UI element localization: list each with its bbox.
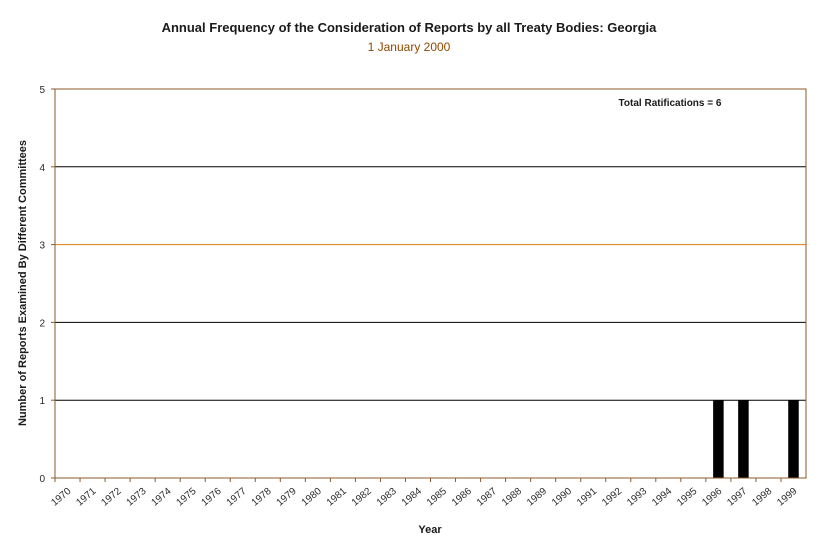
bar-1996 <box>713 400 724 478</box>
plot-frame <box>54 88 807 479</box>
x-tick-labels: 1970 1971 1972 1973 1974 1975 1976 1977 1978 1979… <box>49 478 800 509</box>
x-tick-label: 1975 <box>174 486 198 509</box>
total-ratifications-annotation: Total Ratifications = 6 <box>619 98 722 109</box>
bars <box>713 400 799 478</box>
x-tick-label: 1997 <box>725 486 749 509</box>
y-tick-label: 0 <box>39 474 45 485</box>
x-tick-label: 1990 <box>550 486 574 509</box>
chart-title: Annual Frequency of the Consideration of… <box>162 20 658 35</box>
x-tick-label: 1992 <box>600 486 624 509</box>
y-tick-label: 2 <box>39 318 45 329</box>
gridlines <box>55 166 806 401</box>
x-axis-title: Year <box>418 524 442 536</box>
bar-1997 <box>738 400 749 478</box>
chart-subtitle: 1 January 2000 <box>368 40 451 54</box>
x-tick-label: 1999 <box>775 486 799 509</box>
x-tick-label: 1973 <box>124 486 148 509</box>
x-tick-label: 1974 <box>149 486 173 509</box>
x-tick-label: 1983 <box>375 486 399 509</box>
x-tick-label: 1994 <box>650 486 674 509</box>
x-tick-label: 1971 <box>74 486 98 509</box>
y-tick-label: 4 <box>39 163 45 174</box>
y-tick-label: 3 <box>39 241 45 252</box>
x-tick-label: 1986 <box>450 486 474 509</box>
x-tick-label: 1996 <box>700 486 724 509</box>
x-tick-label: 1993 <box>625 486 649 509</box>
bar-1999 <box>788 400 799 478</box>
x-tick-label: 1995 <box>675 486 699 509</box>
x-tick-label: 1972 <box>99 486 123 509</box>
x-tick-label: 1988 <box>500 486 524 509</box>
x-tick-label: 1985 <box>425 486 449 509</box>
x-tick-label: 1982 <box>350 486 374 509</box>
x-tick-label: 1980 <box>300 486 324 509</box>
x-tick-label: 1989 <box>525 486 549 509</box>
y-tick-label: 1 <box>39 396 45 407</box>
y-tick-labels: 0 1 2 3 4 5 <box>39 85 55 485</box>
y-tick-label: 5 <box>39 85 45 96</box>
x-tick-label: 1970 <box>49 486 73 509</box>
x-tick-label: 1977 <box>225 486 249 509</box>
x-tick-label: 1991 <box>575 486 599 509</box>
y-axis-title: Number of Reports Examined By Different … <box>17 140 29 426</box>
x-tick-label: 1976 <box>200 486 224 509</box>
x-tick-label: 1979 <box>275 486 299 509</box>
x-tick-label: 1978 <box>250 486 274 509</box>
x-tick-label: 1998 <box>750 486 774 509</box>
x-tick-label: 1987 <box>475 486 499 509</box>
x-tick-label: 1981 <box>325 486 349 509</box>
x-tick-label: 1984 <box>400 486 424 509</box>
